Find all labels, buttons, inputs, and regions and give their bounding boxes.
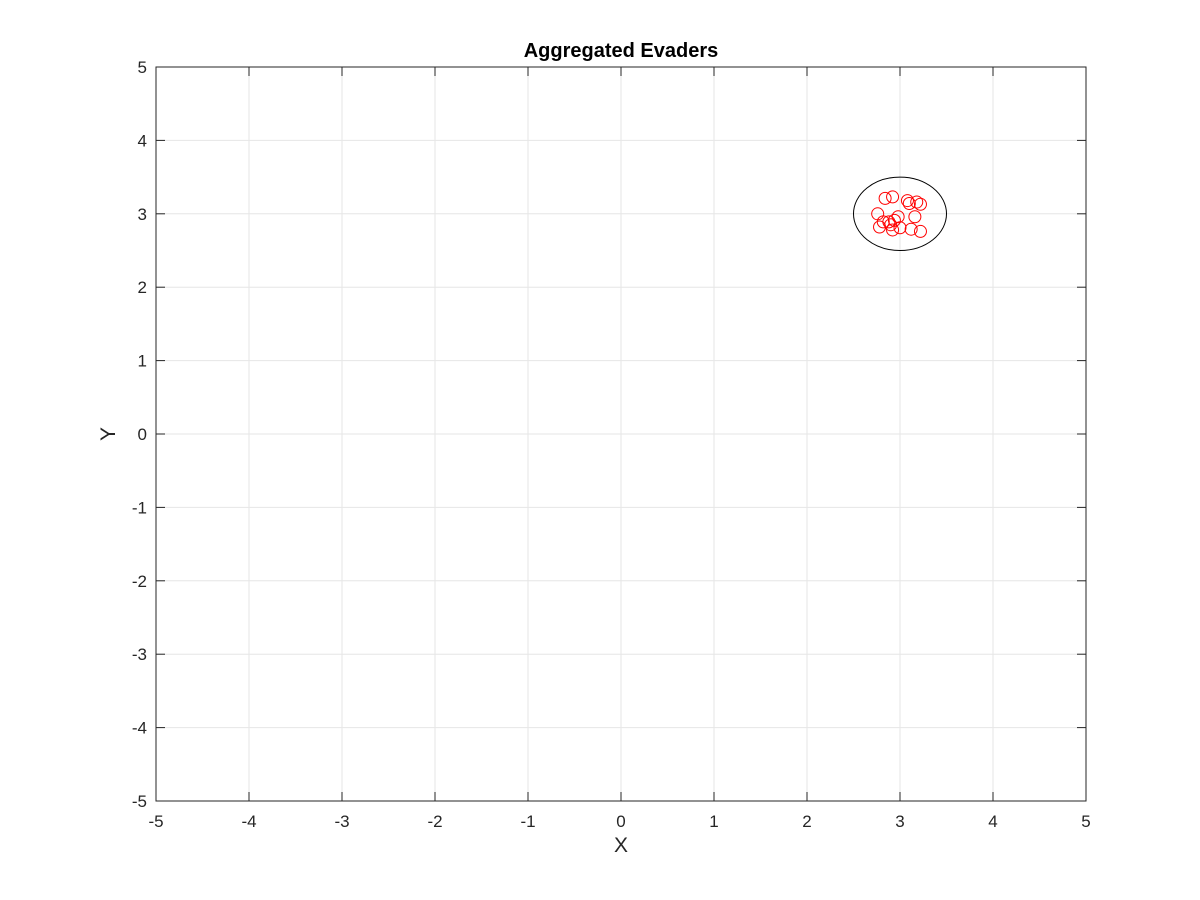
chart-title: Aggregated Evaders	[524, 40, 719, 62]
data-points	[871, 190, 927, 238]
x-tick-label: -3	[334, 812, 349, 831]
data-point	[900, 194, 914, 208]
x-tick-label: 2	[802, 812, 811, 831]
y-tick-label: -4	[132, 719, 147, 738]
x-tick-label: 3	[895, 812, 904, 831]
x-axis-label: X	[614, 834, 628, 857]
grid-lines	[155, 66, 1087, 802]
y-axis-label: Y	[97, 427, 120, 441]
y-tick-label: -1	[132, 498, 147, 517]
x-tick-label: 0	[616, 812, 625, 831]
x-tick-label: -1	[520, 812, 535, 831]
y-tick-label: -2	[132, 572, 147, 591]
boundary-circle-group	[853, 176, 947, 252]
y-tick-label: 3	[138, 205, 147, 224]
data-point	[886, 223, 900, 237]
data-point	[882, 215, 896, 229]
data-point	[902, 197, 916, 211]
data-point	[913, 197, 927, 211]
y-tick-label: -5	[132, 792, 147, 811]
data-point	[910, 195, 924, 209]
x-tick-label: -5	[148, 812, 163, 831]
data-point	[886, 190, 900, 204]
y-tick-label: 4	[138, 131, 147, 150]
x-tick-labels: -5 -4 -3 -2 -1 0 1 2 3 4 5	[148, 812, 1090, 831]
boundary-circle	[853, 176, 947, 252]
y-tick-label: -3	[132, 645, 147, 664]
data-point	[884, 218, 898, 232]
data-point	[878, 191, 892, 205]
x-tick-label: -2	[427, 812, 442, 831]
data-point	[893, 221, 907, 235]
x-tick-label: -4	[241, 812, 256, 831]
x-tick-label: 4	[988, 812, 997, 831]
data-point	[913, 224, 927, 238]
y-tick-labels: -5 -4 -3 -2 -1 0 1 2 3 4 5	[132, 58, 147, 811]
data-point	[904, 222, 918, 236]
y-tick-label: 1	[138, 352, 147, 371]
y-tick-label: 5	[138, 58, 147, 77]
data-point	[908, 210, 922, 224]
y-tick-label: 0	[138, 425, 147, 444]
axis-ticks	[155, 66, 1087, 802]
y-tick-label: 2	[138, 278, 147, 297]
x-tick-label: 1	[709, 812, 718, 831]
data-point	[891, 210, 905, 224]
x-tick-label: 5	[1081, 812, 1090, 831]
